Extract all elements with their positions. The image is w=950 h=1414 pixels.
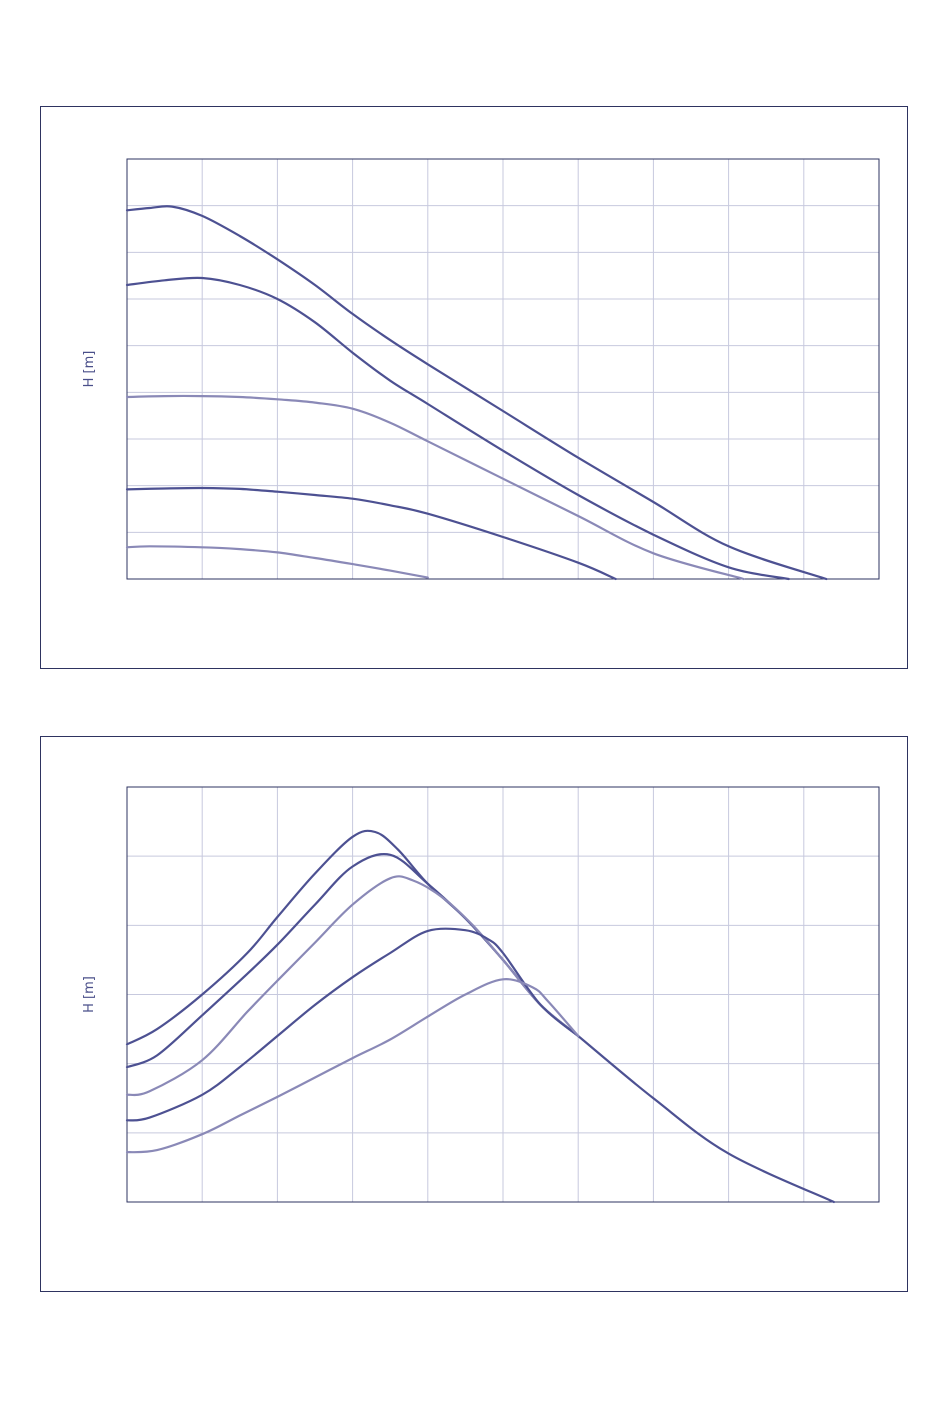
plot-area-frame bbox=[126, 158, 880, 580]
y-axis-label: H [m] bbox=[82, 976, 97, 1013]
head-chart-bottom: H [m] bbox=[82, 786, 880, 1204]
series-line-4 bbox=[125, 486, 617, 581]
series-line-5 bbox=[125, 545, 429, 579]
series-line-3 bbox=[125, 875, 580, 1097]
series-line-5 bbox=[125, 978, 580, 1154]
head-chart-top: H [m] bbox=[82, 158, 880, 581]
series-line-4 bbox=[125, 927, 580, 1122]
grid bbox=[127, 159, 879, 579]
plot-area-frame bbox=[126, 786, 880, 1203]
chart-panel-bottom: H [m] bbox=[40, 736, 908, 1292]
series-line-1 bbox=[125, 205, 828, 581]
series-line-2 bbox=[125, 276, 790, 581]
grid bbox=[127, 787, 879, 1202]
series-line-3 bbox=[125, 394, 745, 581]
chart-panel-top: H [m] bbox=[40, 106, 908, 669]
series-line-1 bbox=[125, 829, 835, 1204]
y-axis-label: H [m] bbox=[82, 351, 97, 388]
